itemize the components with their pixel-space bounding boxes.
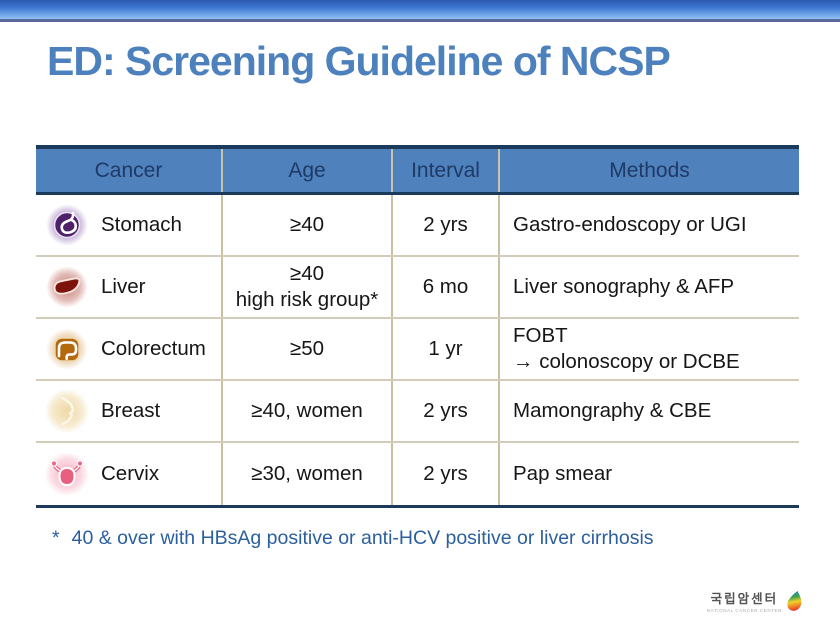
ncc-logo: 국립암센터 NATIONAL CANCER CENTER xyxy=(707,588,804,613)
cell-interval: 2 yrs xyxy=(393,195,500,255)
table-row: Stomach ≥40 2 yrs Gastro-endoscopy or UG… xyxy=(36,195,799,257)
cell-methods: Liver sonography & AFP xyxy=(513,275,735,298)
cell-age: ≥30, women xyxy=(223,443,393,505)
cell-interval: 2 yrs xyxy=(393,443,500,505)
header-cancer: Cancer xyxy=(36,149,223,192)
cell-cancer: Colorectum xyxy=(36,319,223,379)
table-row: Breast ≥40, women 2 yrs Mamongraphy & CB… xyxy=(36,381,799,443)
cancer-name: Liver xyxy=(101,275,146,298)
cell-interval: 1 yr xyxy=(393,319,500,379)
cell-interval: 6 mo xyxy=(393,257,500,317)
cancer-name: Colorectum xyxy=(101,337,206,360)
cancer-name: Cervix xyxy=(101,462,160,485)
cell-interval: 2 yrs xyxy=(393,381,500,441)
screening-table: Cancer Age Interval Methods Stomach ≥40 … xyxy=(36,145,799,508)
cell-methods: FOBT → colonoscopy or DCBE xyxy=(513,324,740,373)
header-age: Age xyxy=(223,149,393,192)
footnote-text: 40 & over with HBsAg positive or anti-HC… xyxy=(71,527,654,549)
cell-age: ≥50 xyxy=(223,319,393,379)
top-bar-divider xyxy=(0,19,840,22)
cell-cancer: Breast xyxy=(36,381,223,441)
cervix-icon xyxy=(46,453,88,495)
cell-methods: Pap smear xyxy=(513,462,613,485)
cell-age: ≥40 high risk group* xyxy=(223,257,393,317)
cell-age: ≥40, women xyxy=(223,381,393,441)
table-row: Colorectum ≥50 1 yr FOBT → colonoscopy o… xyxy=(36,319,799,381)
page-title: ED: Screening Guideline of NCSP xyxy=(47,38,671,84)
top-gradient-bar xyxy=(0,0,840,19)
cancer-name: Breast xyxy=(101,399,161,422)
ncc-logo-english: NATIONAL CANCER CENTER xyxy=(706,608,782,613)
rainbow-leaf-icon xyxy=(787,590,802,611)
table-row: Cervix ≥30, women 2 yrs Pap smear xyxy=(36,443,799,505)
cell-cancer: Stomach xyxy=(36,195,223,255)
breast-icon xyxy=(46,390,88,432)
cell-methods: Mamongraphy & CBE xyxy=(513,399,712,422)
colorectum-icon xyxy=(46,328,88,370)
header-methods: Methods xyxy=(609,158,690,182)
ncc-logo-korean: 국립암센터 xyxy=(710,592,779,606)
footnote-asterisk: * xyxy=(52,527,60,549)
ncc-logo-text: 국립암센터 NATIONAL CANCER CENTER xyxy=(707,588,782,613)
cell-cancer: Cervix xyxy=(36,443,223,505)
cancer-name: Stomach xyxy=(101,213,182,236)
stomach-icon xyxy=(46,204,88,246)
cell-age: ≥40 xyxy=(223,195,393,255)
liver-icon xyxy=(46,266,88,308)
table-header-row: Cancer Age Interval Methods xyxy=(36,149,799,195)
cell-cancer: Liver xyxy=(36,257,223,317)
header-interval: Interval xyxy=(393,149,500,192)
footnote: * 40 & over with HBsAg positive or anti-H… xyxy=(52,527,654,550)
cell-methods: Gastro-endoscopy or UGI xyxy=(513,213,747,236)
table-row: Liver ≥40 high risk group* 6 mo Liver so… xyxy=(36,257,799,319)
